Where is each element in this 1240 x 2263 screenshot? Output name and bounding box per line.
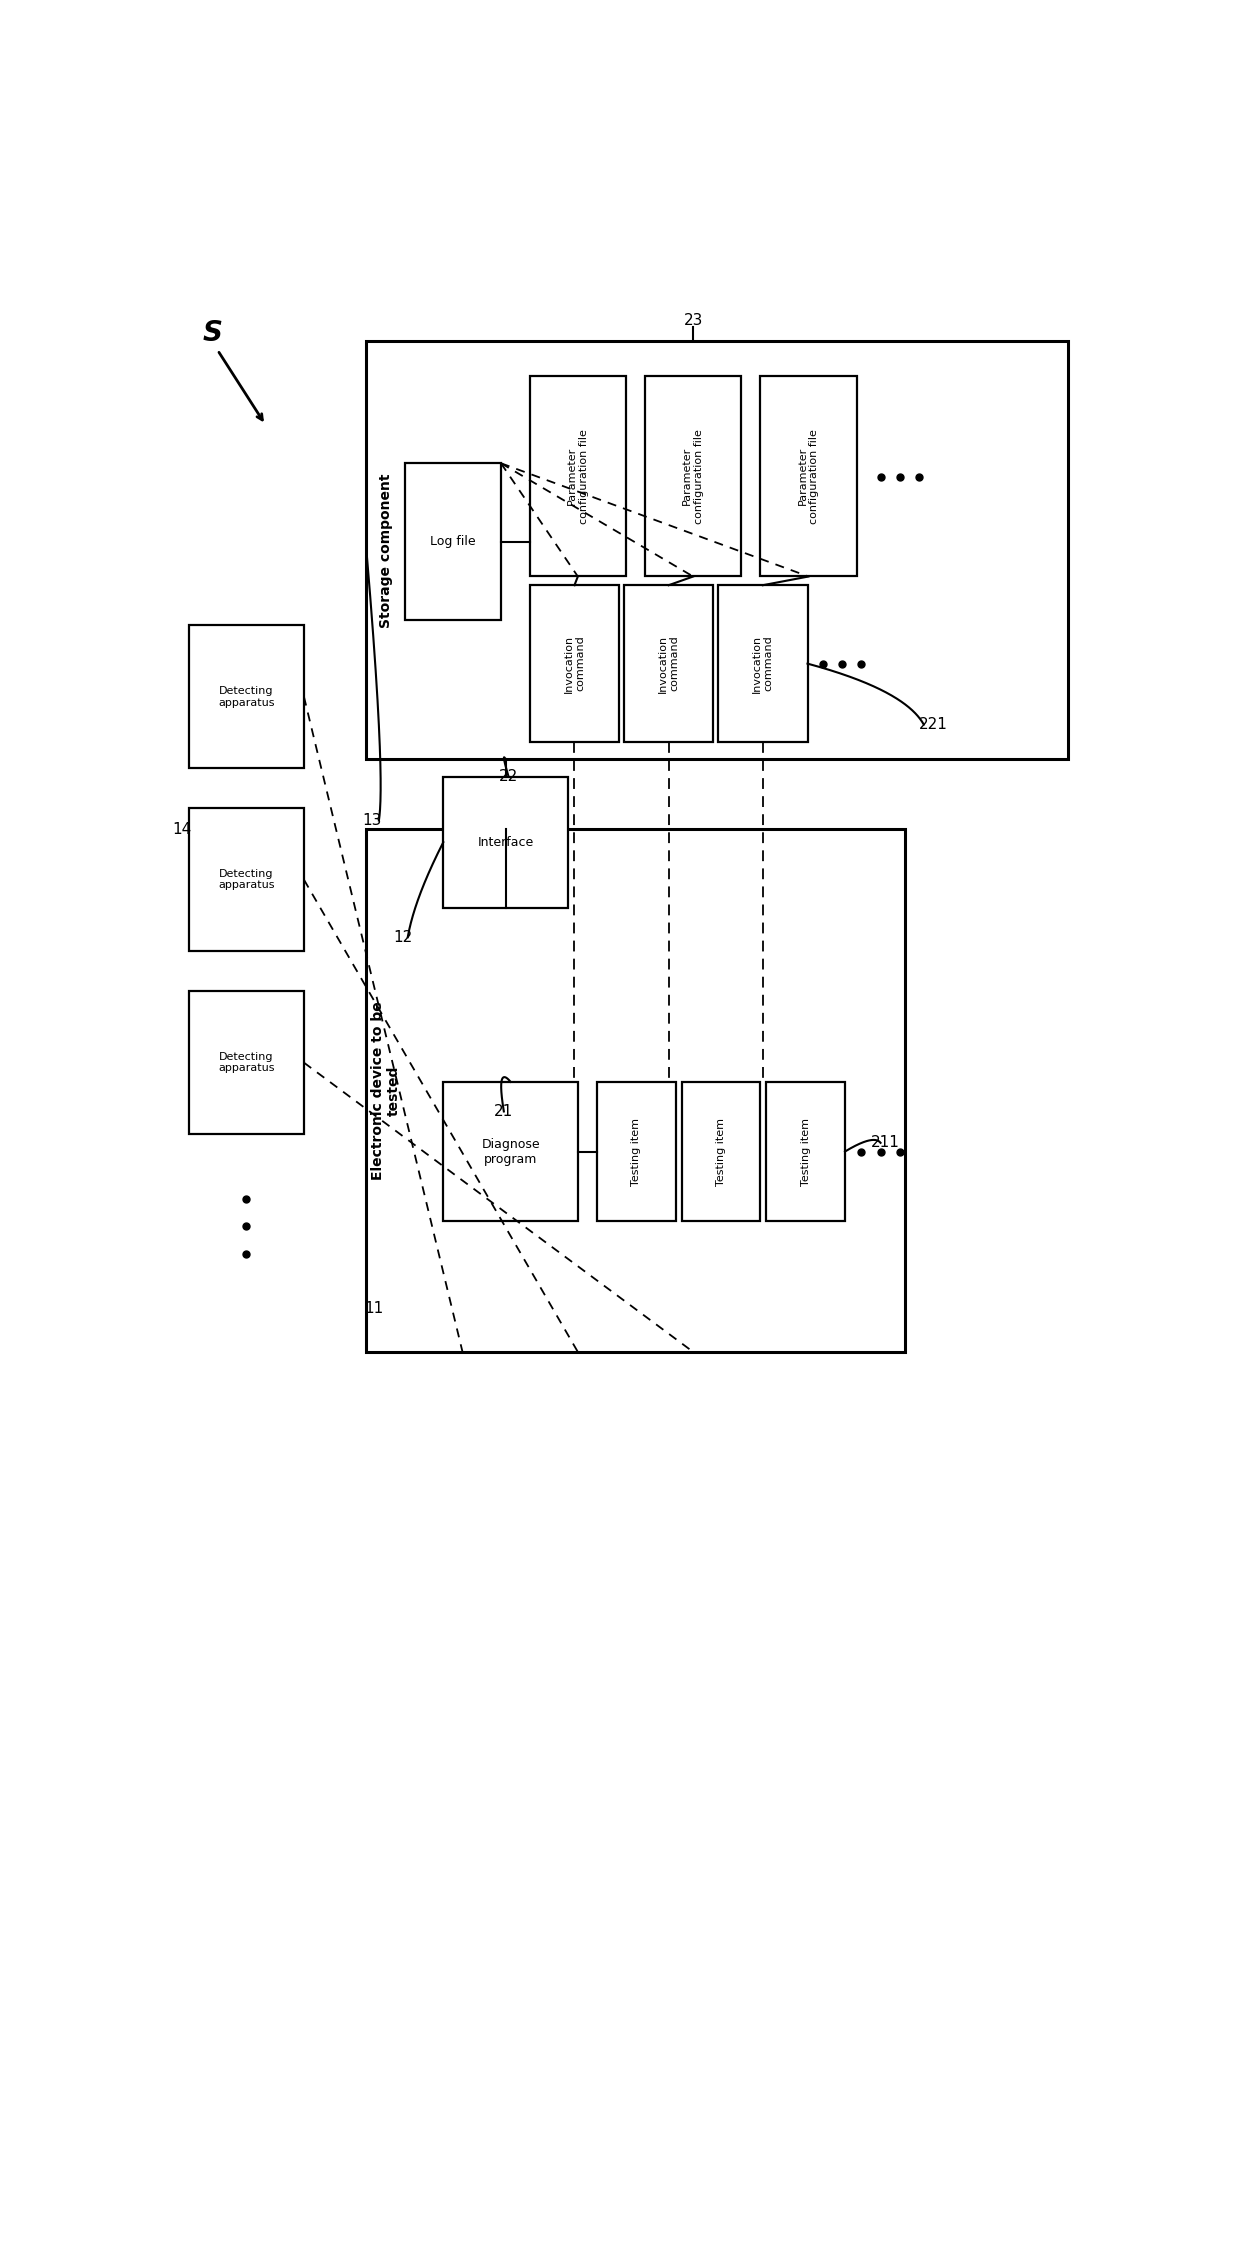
Text: Electronic device to be
tested: Electronic device to be tested [371,1000,401,1179]
Bar [624,586,713,742]
Text: Log file: Log file [430,534,476,548]
Text: Detecting
apparatus: Detecting apparatus [218,869,274,892]
Text: 221: 221 [919,717,947,733]
Text: Parameter
configuration file: Parameter configuration file [682,430,704,523]
Bar [529,586,619,742]
Bar [367,828,905,1351]
Bar [760,376,857,577]
Bar [645,376,742,577]
Text: S: S [203,319,223,346]
Text: Parameter
configuration file: Parameter configuration file [797,430,820,523]
Text: Invocation
command: Invocation command [658,634,680,692]
Bar [188,808,304,950]
Bar [529,376,626,577]
Text: 211: 211 [870,1136,900,1150]
Text: Testing item: Testing item [801,1118,811,1186]
Text: Invocation
command: Invocation command [564,634,585,692]
Text: Testing item: Testing item [715,1118,727,1186]
Bar [444,1082,578,1222]
Text: Parameter
configuration file: Parameter configuration file [567,430,589,523]
Text: Interface: Interface [477,835,534,849]
Bar [188,625,304,767]
Text: 21: 21 [495,1104,513,1118]
Text: Testing item: Testing item [631,1118,641,1186]
Text: Detecting
apparatus: Detecting apparatus [218,686,274,708]
Text: Storage component: Storage component [378,473,393,627]
Bar [596,1082,676,1222]
Bar [404,464,501,620]
Bar [367,342,1068,760]
Text: Invocation
command: Invocation command [751,634,774,692]
Text: 14: 14 [172,821,191,837]
Text: Diagnose
program: Diagnose program [481,1138,539,1165]
Text: 22: 22 [498,769,518,785]
Text: 12: 12 [393,930,413,944]
Text: 11: 11 [365,1301,383,1315]
Bar [444,776,568,907]
Bar [766,1082,844,1222]
Text: 13: 13 [362,812,382,828]
Bar [188,991,304,1134]
Text: Detecting
apparatus: Detecting apparatus [218,1052,274,1073]
Bar [682,1082,760,1222]
Text: 23: 23 [683,312,703,328]
Bar [718,586,807,742]
